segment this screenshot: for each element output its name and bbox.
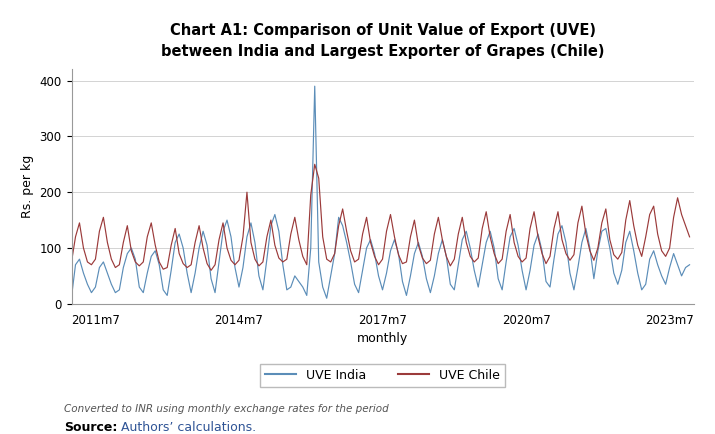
UVE Chile xyxy=(442,254,450,259)
UVE Chile xyxy=(502,229,511,234)
UVE Chile xyxy=(207,268,215,273)
Text: Authors’ calculations.: Authors’ calculations. xyxy=(117,421,257,434)
UVE India xyxy=(685,262,694,267)
Text: Converted to INR using monthly exchange rates for the period: Converted to INR using monthly exchange … xyxy=(64,404,389,414)
UVE Chile xyxy=(573,220,582,226)
UVE Chile xyxy=(310,162,319,167)
Line: UVE India: UVE India xyxy=(72,86,689,298)
UVE Chile xyxy=(67,260,76,265)
UVE India xyxy=(502,260,511,265)
UVE Chile xyxy=(302,262,311,267)
Legend: UVE India, UVE Chile: UVE India, UVE Chile xyxy=(260,364,505,387)
UVE Chile xyxy=(685,234,694,240)
Line: UVE Chile: UVE Chile xyxy=(72,164,689,270)
UVE India xyxy=(573,265,582,270)
Text: Source:: Source: xyxy=(64,421,118,434)
UVE Chile xyxy=(330,251,339,256)
X-axis label: monthly: monthly xyxy=(357,332,408,345)
UVE India xyxy=(222,217,231,223)
UVE India xyxy=(298,284,307,289)
UVE India xyxy=(330,251,339,256)
UVE Chile xyxy=(227,258,235,263)
Title: Chart A1: Comparison of Unit Value of Export (UVE)
between India and Largest Exp: Chart A1: Comparison of Unit Value of Ex… xyxy=(161,23,604,59)
UVE India xyxy=(442,254,450,259)
UVE India xyxy=(322,296,331,301)
UVE India xyxy=(310,84,319,89)
Y-axis label: Rs. per kg: Rs. per kg xyxy=(21,155,34,218)
UVE India xyxy=(67,295,76,300)
